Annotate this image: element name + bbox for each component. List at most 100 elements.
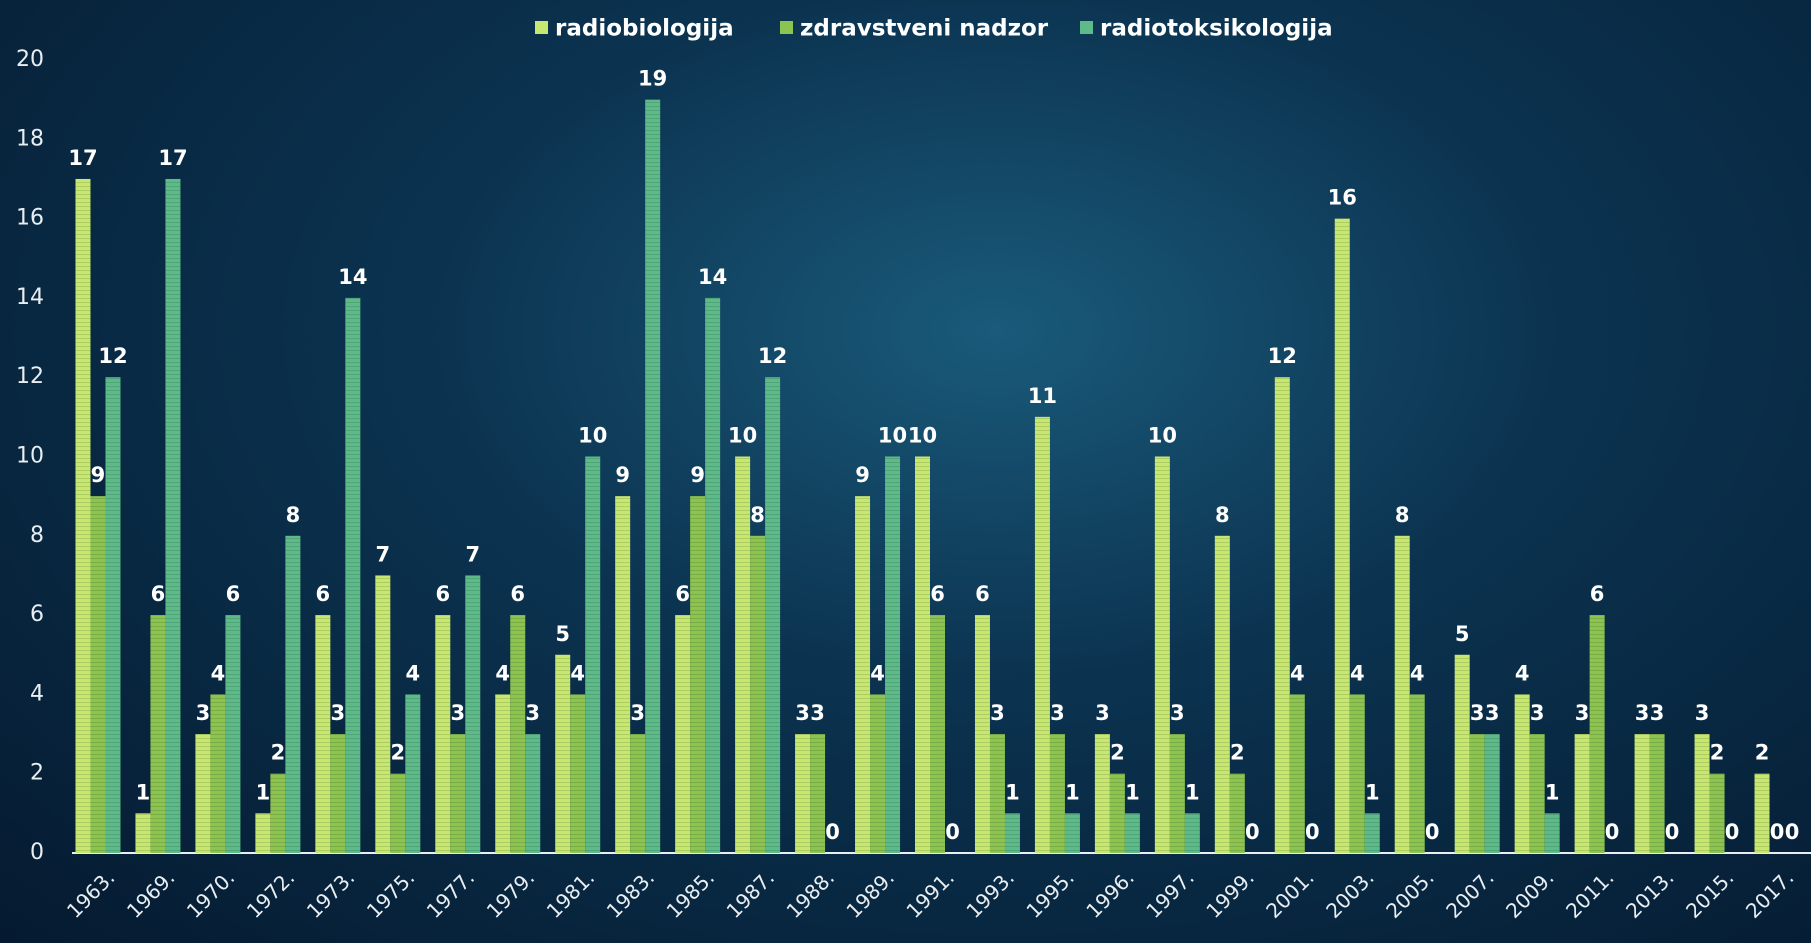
bar-texture	[270, 774, 285, 853]
value-label: 10	[1148, 424, 1177, 448]
bar-texture	[1110, 774, 1125, 853]
bar-texture	[510, 615, 525, 853]
bar-texture	[690, 496, 705, 853]
bar-texture	[225, 615, 240, 853]
bar-texture	[465, 575, 480, 853]
bar-texture	[135, 813, 150, 853]
bar-texture	[1185, 813, 1200, 853]
bar-texture	[750, 536, 765, 853]
x-tick-label: 2003.	[1321, 865, 1378, 922]
bar-texture	[405, 694, 420, 853]
value-label: 6	[1590, 582, 1605, 606]
value-label: 10	[578, 424, 607, 448]
legend-swatch	[780, 21, 793, 34]
bar-texture	[675, 615, 690, 853]
value-label: 4	[1515, 661, 1530, 685]
y-tick-label: 4	[30, 681, 44, 706]
bar-texture	[1710, 774, 1725, 853]
bar-texture	[1035, 417, 1050, 853]
bar-texture	[255, 813, 270, 853]
bar-texture	[855, 496, 870, 853]
x-tick-label: 2011.	[1561, 865, 1618, 922]
value-label: 19	[638, 67, 667, 91]
x-tick-label: 1972.	[242, 865, 299, 922]
value-label: 3	[196, 701, 211, 725]
value-label: 5	[1455, 622, 1470, 646]
value-label: 3	[1650, 701, 1665, 725]
value-label: 6	[435, 582, 450, 606]
bar-texture	[555, 655, 570, 853]
bar-texture	[210, 694, 225, 853]
x-tick-label: 1979.	[482, 865, 539, 922]
value-label: 14	[698, 265, 727, 289]
bar-texture	[1125, 813, 1140, 853]
bar-texture	[1170, 734, 1185, 853]
x-tick-label: 2005.	[1381, 865, 1438, 922]
bar-texture	[1215, 536, 1230, 853]
x-tick-label: 1985.	[662, 865, 719, 922]
bar-texture	[810, 734, 825, 853]
value-label: 8	[750, 503, 765, 527]
bar-texture	[1050, 734, 1065, 853]
bar-texture	[1065, 813, 1080, 853]
bar-texture	[1575, 734, 1590, 853]
value-label: 2	[1710, 741, 1725, 765]
value-label: 0	[1785, 820, 1800, 844]
value-label: 4	[1290, 661, 1305, 685]
value-label: 3	[1470, 701, 1485, 725]
bar-texture	[765, 377, 780, 853]
bar-texture	[885, 457, 900, 854]
value-label: 3	[1170, 701, 1185, 725]
value-label: 9	[690, 463, 705, 487]
value-label: 7	[465, 542, 480, 566]
value-label: 12	[758, 344, 787, 368]
value-label: 1	[1365, 780, 1380, 804]
x-tick-label: 1987.	[722, 865, 779, 922]
value-label: 9	[855, 463, 870, 487]
value-label: 2	[1110, 741, 1125, 765]
x-tick-label: 1988.	[782, 865, 839, 922]
value-label: 17	[158, 146, 187, 170]
value-label: 2	[1755, 741, 1770, 765]
bar-texture	[375, 575, 390, 853]
value-label: 6	[510, 582, 525, 606]
bar-texture	[1455, 655, 1470, 853]
value-label: 3	[1695, 701, 1710, 725]
value-label: 1	[136, 780, 151, 804]
value-label: 10	[878, 424, 907, 448]
bar-texture	[1005, 813, 1020, 853]
x-tick-label: 2001.	[1261, 865, 1318, 922]
x-tick-label: 1973.	[302, 865, 359, 922]
value-label: 11	[1028, 384, 1057, 408]
bar-texture	[1755, 774, 1770, 853]
value-label: 4	[405, 661, 420, 685]
value-label: 10	[908, 424, 937, 448]
value-label: 3	[630, 701, 645, 725]
y-tick-label: 6	[30, 602, 44, 627]
value-label: 3	[1530, 701, 1545, 725]
bar-texture	[1290, 694, 1305, 853]
x-tick-label: 2015.	[1681, 865, 1738, 922]
value-label: 1	[256, 780, 271, 804]
bar-texture	[1470, 734, 1485, 853]
bar-texture	[1155, 457, 1170, 854]
x-tick-label: 1993.	[961, 865, 1018, 922]
value-label: 4	[1350, 661, 1365, 685]
bar-texture	[1395, 536, 1410, 853]
bar-texture	[1275, 377, 1290, 853]
value-label: 0	[1605, 820, 1620, 844]
y-tick-label: 18	[16, 126, 44, 151]
bar-texture	[435, 615, 450, 853]
bar-texture	[195, 734, 210, 853]
bar-texture	[285, 536, 300, 853]
bar-texture	[75, 179, 90, 853]
value-label: 0	[825, 820, 840, 844]
x-tick-label: 2007.	[1441, 865, 1498, 922]
bar-texture	[735, 457, 750, 854]
value-label: 4	[870, 661, 885, 685]
bar-texture	[495, 694, 510, 853]
bar-texture	[1530, 734, 1545, 853]
bar-texture	[975, 615, 990, 853]
bar-texture	[1635, 734, 1650, 853]
